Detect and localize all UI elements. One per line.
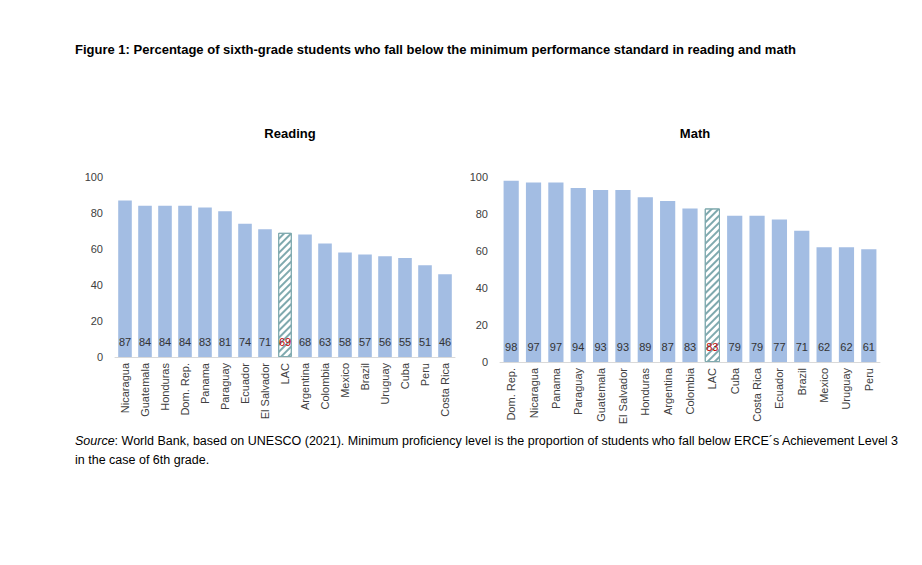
- svg-text:71: 71: [796, 341, 808, 353]
- svg-text:Ecuador: Ecuador: [239, 363, 251, 404]
- svg-text:93: 93: [594, 341, 606, 353]
- svg-text:55: 55: [399, 336, 411, 348]
- svg-text:Argentina: Argentina: [662, 367, 674, 415]
- svg-text:40: 40: [476, 282, 488, 294]
- svg-text:80: 80: [91, 207, 103, 219]
- svg-text:79: 79: [751, 341, 763, 353]
- svg-text:60: 60: [91, 243, 103, 255]
- svg-text:Uruguay: Uruguay: [379, 363, 391, 405]
- svg-text:84: 84: [139, 336, 151, 348]
- svg-text:Guatemala: Guatemala: [595, 367, 607, 422]
- svg-text:Brazil: Brazil: [359, 363, 371, 391]
- svg-text:Colombia: Colombia: [684, 367, 696, 414]
- svg-text:60: 60: [476, 245, 488, 257]
- svg-text:87: 87: [662, 341, 674, 353]
- svg-text:0: 0: [482, 356, 488, 368]
- svg-text:Nicaragua: Nicaragua: [528, 367, 540, 418]
- svg-text:Costa Rica: Costa Rica: [439, 362, 451, 417]
- svg-text:Argentina: Argentina: [299, 362, 311, 410]
- svg-text:Mexico: Mexico: [818, 368, 830, 403]
- svg-text:Honduras: Honduras: [639, 368, 651, 416]
- svg-text:97: 97: [550, 341, 562, 353]
- svg-text:Costa Rica: Costa Rica: [751, 367, 763, 422]
- svg-text:El Salvador: El Salvador: [617, 368, 629, 425]
- svg-text:Reading: Reading: [264, 126, 315, 141]
- svg-text:77: 77: [773, 341, 785, 353]
- svg-text:Colombia: Colombia: [319, 362, 331, 409]
- svg-text:83: 83: [684, 341, 696, 353]
- svg-text:Cuba: Cuba: [729, 367, 741, 394]
- svg-text:62: 62: [818, 341, 830, 353]
- svg-text:Honduras: Honduras: [159, 363, 171, 411]
- svg-text:87: 87: [119, 336, 131, 348]
- html-text:Source: World Bank, based on U: Source: World Bank, based on UNESCO (202…: [75, 434, 899, 467]
- svg-text:Peru: Peru: [863, 368, 875, 391]
- svg-text:94: 94: [572, 341, 584, 353]
- svg-text:58: 58: [339, 336, 351, 348]
- svg-text:74: 74: [239, 336, 251, 348]
- svg-text:98: 98: [505, 341, 517, 353]
- svg-text:89: 89: [639, 341, 651, 353]
- svg-text:Cuba: Cuba: [399, 362, 411, 389]
- svg-text:LAC: LAC: [279, 363, 291, 384]
- svg-text:El Salvador: El Salvador: [259, 363, 271, 420]
- svg-text:20: 20: [476, 319, 488, 331]
- svg-text:97: 97: [527, 341, 539, 353]
- svg-text:61: 61: [863, 341, 875, 353]
- svg-text:Panama: Panama: [550, 367, 562, 409]
- svg-text:Math: Math: [680, 126, 710, 141]
- svg-text:57: 57: [359, 336, 371, 348]
- svg-text:71: 71: [259, 336, 271, 348]
- svg-text:Paraguay: Paraguay: [219, 363, 231, 411]
- svg-text:80: 80: [476, 208, 488, 220]
- svg-text:Brazil: Brazil: [796, 368, 808, 396]
- svg-text:40: 40: [91, 279, 103, 291]
- svg-text:Dom. Rep.: Dom. Rep.: [505, 368, 517, 421]
- svg-text:LAC: LAC: [706, 368, 718, 389]
- svg-text:100: 100: [470, 171, 488, 183]
- svg-text:Guatemala: Guatemala: [139, 362, 151, 417]
- svg-text:0: 0: [97, 351, 103, 363]
- svg-text:93: 93: [617, 341, 629, 353]
- svg-text:20: 20: [91, 315, 103, 327]
- svg-text:83: 83: [199, 336, 211, 348]
- svg-text:56: 56: [379, 336, 391, 348]
- svg-text:81: 81: [219, 336, 231, 348]
- svg-text:Paraguay: Paraguay: [572, 368, 584, 416]
- svg-text:79: 79: [729, 341, 741, 353]
- svg-text:84: 84: [179, 336, 191, 348]
- svg-text:Panama: Panama: [199, 362, 211, 404]
- svg-text:Peru: Peru: [419, 363, 431, 386]
- svg-text:63: 63: [319, 336, 331, 348]
- svg-text:51: 51: [419, 336, 431, 348]
- svg-text:83: 83: [706, 341, 718, 353]
- svg-text:Ecuador: Ecuador: [773, 368, 785, 409]
- svg-text:Mexico: Mexico: [339, 363, 351, 398]
- svg-text:84: 84: [159, 336, 171, 348]
- svg-text:Uruguay: Uruguay: [840, 368, 852, 410]
- svg-text:69: 69: [279, 336, 291, 348]
- svg-text:62: 62: [840, 341, 852, 353]
- svg-text:100: 100: [85, 171, 103, 183]
- svg-text:46: 46: [439, 336, 451, 348]
- svg-text:Dom. Rep.: Dom. Rep.: [179, 363, 191, 416]
- html-text:Figure 1: Percentage of sixth-: Figure 1: Percentage of sixth-grade stud…: [75, 42, 796, 57]
- svg-text:Nicaragua: Nicaragua: [119, 362, 131, 413]
- svg-text:68: 68: [299, 336, 311, 348]
